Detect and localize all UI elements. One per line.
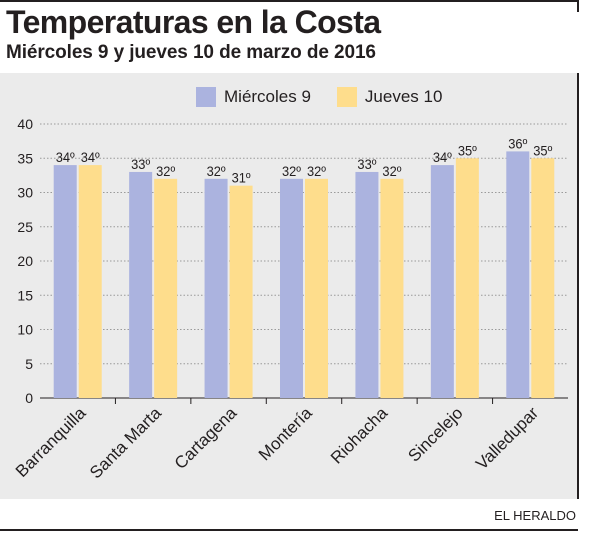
bar	[154, 178, 178, 398]
legend-label-series-2: Jueves 10	[364, 87, 443, 106]
bar	[78, 165, 102, 398]
x-category-label: Montería	[255, 403, 316, 464]
bar	[380, 178, 404, 398]
data-label: 35º	[533, 142, 552, 158]
data-label: 32º	[207, 163, 226, 179]
chart-title: Temperaturas en la Costa	[6, 4, 381, 40]
bar	[305, 178, 328, 398]
source-credit: EL HERALDO	[494, 508, 576, 523]
y-tick-label: 10	[17, 322, 33, 338]
y-tick-label: 35	[17, 150, 33, 166]
data-label: 34º	[56, 149, 75, 165]
y-tick-label: 0	[25, 390, 33, 406]
data-label: 33º	[357, 156, 376, 172]
legend-label-series-1: Miércoles 9	[224, 87, 311, 106]
legend-item-series-2: Jueves 10	[336, 87, 443, 107]
y-tick-label: 30	[17, 185, 33, 201]
bar	[129, 171, 153, 398]
data-label: 34º	[81, 149, 100, 165]
y-tick-label: 15	[17, 287, 33, 303]
data-label: 33º	[131, 156, 150, 172]
bar	[204, 178, 228, 398]
bar	[280, 178, 303, 398]
legend-item-series-1: Miércoles 9	[196, 87, 311, 107]
bar	[430, 165, 454, 398]
y-tick-label: 5	[25, 356, 33, 372]
data-label: 35º	[458, 142, 477, 158]
panel-right-rule	[577, 73, 579, 499]
data-label: 31º	[232, 170, 251, 186]
legend-swatch-series-2	[336, 87, 357, 107]
data-label: 32º	[307, 163, 326, 179]
x-category-label: Santa Marta	[86, 403, 165, 482]
data-label: 32º	[282, 163, 301, 179]
x-category-label: Riohacha	[327, 403, 392, 468]
x-category-label: Cartagena	[171, 403, 241, 473]
x-category-label: Valledupar	[472, 403, 542, 473]
bar	[506, 151, 530, 398]
bottom-rule	[0, 529, 578, 531]
top-rule	[0, 0, 578, 2]
chart-subtitle: Miércoles 9 y jueves 10 de marzo de 2016	[6, 42, 376, 63]
bar	[531, 158, 555, 398]
x-category-label: Sincelejo	[404, 403, 466, 465]
bar	[355, 171, 379, 398]
data-label: 34º	[433, 149, 452, 165]
legend: Miércoles 9 Jueves 10	[196, 87, 468, 107]
top-rule-tick	[577, 0, 579, 12]
data-label: 32º	[156, 163, 175, 179]
y-tick-label: 20	[17, 253, 33, 269]
bar	[53, 165, 77, 398]
y-tick-label: 40	[17, 116, 33, 132]
x-category-label: Barranquilla	[12, 403, 90, 481]
legend-swatch-series-1	[196, 87, 216, 107]
bar	[229, 185, 253, 398]
bar	[455, 158, 479, 398]
y-tick-label: 25	[17, 219, 33, 235]
data-label: 36º	[508, 135, 527, 151]
data-label: 32º	[382, 163, 401, 179]
